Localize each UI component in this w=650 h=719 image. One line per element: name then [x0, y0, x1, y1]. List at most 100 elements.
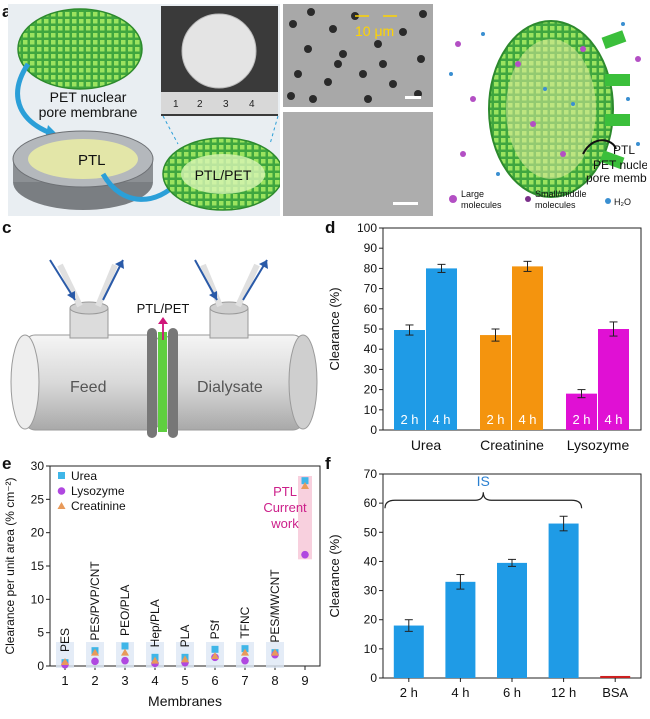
scale-bar: [393, 202, 418, 205]
point-urea: [121, 642, 129, 650]
clamp-ring-left: [147, 328, 157, 438]
y-tick-label: 10: [364, 642, 378, 656]
y-tick-label: 20: [31, 526, 45, 540]
clamp-ring-right: [168, 328, 178, 438]
legend-small-text2: molecules: [535, 200, 576, 210]
panel-c-setup: PTL/PET Feed Dialysate: [10, 259, 318, 438]
scale-bar: [405, 96, 421, 99]
ruler-number-1: 1: [173, 99, 179, 110]
y-tick-label: 60: [364, 496, 378, 510]
legend-water-icon: [605, 198, 611, 204]
current-work-annotation: PTL: [273, 484, 297, 499]
membrane-point-label: PEO/PLA: [118, 585, 132, 636]
bar: [445, 581, 476, 678]
pet-membrane-label-2: pore membrane: [39, 104, 138, 120]
setup-ptl-pet-label: PTL/PET: [137, 301, 190, 316]
point-creatinine: [211, 652, 219, 659]
point-creatinine: [121, 648, 129, 656]
y-tick-label: 30: [31, 459, 45, 473]
legend-label: Lysozyme: [71, 484, 125, 498]
y-tick-label: 30: [364, 362, 378, 376]
current-work-annotation: work: [270, 516, 299, 531]
ptl-pointer-arrow: [582, 139, 617, 155]
y-tick-label: 40: [364, 342, 378, 356]
legend-large-molecules-icon: [449, 195, 457, 203]
point-creatinine: [241, 648, 249, 656]
panel-b-images: 10 μm PTL PET nuclear pore membrane Larg…: [283, 4, 647, 216]
y-tick-label: 40: [364, 554, 378, 568]
sem-scale-label: 10 μm: [355, 23, 394, 39]
point-urea: [211, 645, 219, 653]
y-axis-label: Clearance (%): [327, 287, 342, 370]
ptl-pet-label: PTL/PET: [195, 167, 252, 183]
legend-marker: [58, 472, 65, 479]
legend-marker: [57, 487, 66, 495]
bar: [600, 675, 631, 678]
bar: [548, 523, 579, 678]
ruler-number-2: 2: [197, 99, 203, 110]
x-tick-label: 8: [271, 673, 278, 688]
y-tick-label: 50: [364, 525, 378, 539]
y-tick-label: 90: [364, 241, 378, 255]
is-bracket-label: IS: [477, 473, 490, 489]
membrane-point-label: Hep/PLA: [148, 599, 162, 647]
x-tick-label: 4: [151, 673, 158, 688]
current-work-annotation: Current: [263, 500, 307, 515]
ruler: [161, 92, 278, 114]
y-tick-label: 70: [364, 467, 378, 481]
y-tick-label: 70: [364, 282, 378, 296]
y-tick-label: 0: [370, 671, 377, 685]
legend-water-text: H₂O: [614, 197, 631, 207]
highlight-band: [56, 642, 74, 668]
pet-membrane-disk: [17, 8, 143, 90]
dashed-link-line: [162, 115, 179, 145]
x-category-label: Urea: [411, 437, 442, 453]
bar: [566, 393, 597, 430]
x-tick-label: BSA: [602, 685, 628, 700]
bar: [512, 266, 543, 430]
legend-label: Creatinine: [71, 499, 126, 513]
panel-label-d: d: [325, 218, 336, 237]
legend-marker: [57, 502, 66, 509]
y-tick-label: 5: [37, 626, 44, 640]
panel-label-f: f: [325, 454, 331, 473]
chart-f-clearance-time: 0 10 20 30 40 50 60 70 Clearance (%) 2 h 4 h 6 h 12 …: [327, 467, 642, 700]
membrane-point-label: PSf: [208, 619, 222, 639]
point-creatinine: [271, 648, 279, 656]
is-bracket: [384, 492, 583, 509]
y-tick-label: 20: [364, 613, 378, 627]
x-tick-label: 2: [91, 673, 98, 688]
current-work-band: [298, 476, 312, 560]
y-tick-label: 10: [31, 592, 45, 606]
bar-data-label: 2 h: [572, 412, 590, 427]
ruler-number-4: 4: [249, 99, 255, 110]
ptl-label: PTL: [78, 152, 106, 169]
ptl-pet-membrane: [158, 332, 167, 432]
ptl-layer: [28, 139, 138, 179]
x-category-label: Creatinine: [480, 437, 544, 453]
legend-large-text2: molecules: [461, 200, 502, 210]
bar: [497, 562, 527, 678]
y-tick-label: 20: [364, 383, 378, 397]
y-tick-label: 0: [37, 659, 44, 673]
point-creatinine: [181, 655, 189, 663]
bar: [480, 335, 511, 430]
y-tick-label: 80: [364, 261, 378, 275]
point-urea: [301, 477, 309, 485]
outflow-arrow-icon: [102, 259, 124, 301]
bar-data-label: 4 h: [604, 412, 622, 427]
point-creatinine: [301, 482, 309, 489]
chart-d-clearance: 0 10 20 30 40 50 60 70 80 90 100 Clearance (%) 2 h 4 …: [327, 222, 642, 453]
panel-label-c: c: [2, 218, 12, 237]
membrane-point-label: PES/PVP/CNT: [88, 561, 102, 641]
ruler-number-3: 3: [223, 99, 229, 110]
membrane-point-label: PES/MWCNT: [268, 569, 282, 643]
membrane-point-label: TFNC: [238, 606, 252, 638]
pet-membrane-label-1: PET nuclear: [50, 89, 127, 105]
panel-a-illustration: 1 2 3 4 PET nuclear pore membrane PTL PT…: [8, 4, 280, 216]
point-creatinine: [151, 656, 159, 664]
x-axis-label: Membranes: [148, 693, 222, 709]
point-lysozyme: [91, 657, 99, 666]
bar: [394, 330, 425, 430]
x-tick-label: 4 h: [451, 685, 469, 700]
